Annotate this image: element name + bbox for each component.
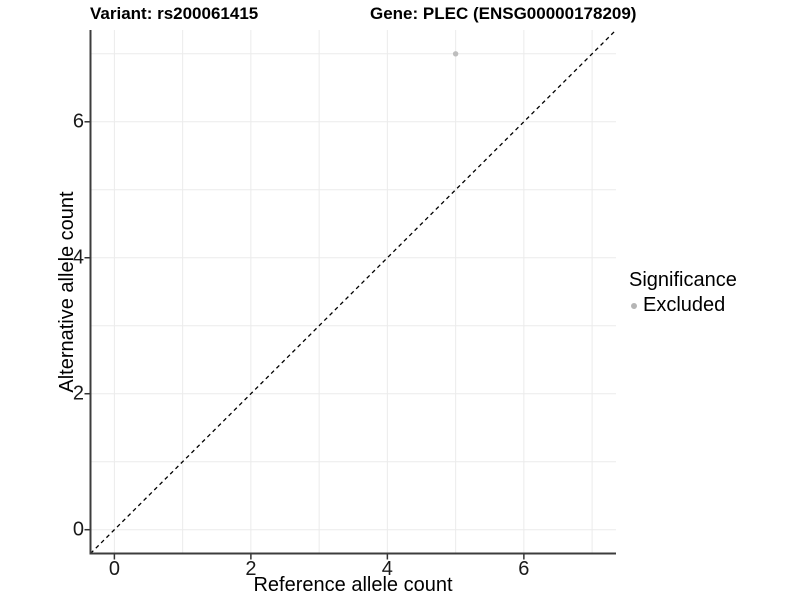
x-axis-title: Reference allele count xyxy=(253,574,453,596)
y-tick-label: 6 xyxy=(72,110,84,133)
y-tick-label: 0 xyxy=(72,518,84,541)
x-tick-label: 4 xyxy=(381,558,393,580)
plot-title-gene: Gene: PLEC (ENSG00000178209) xyxy=(370,4,637,23)
data-point xyxy=(452,51,459,57)
legend-point-icon xyxy=(631,302,637,309)
x-tick-label: 6 xyxy=(518,558,530,580)
plot-title-variant: Variant: rs200061415 xyxy=(90,4,259,23)
y-tick-label: 4 xyxy=(72,246,84,269)
y-axis-title: Alternative allele count xyxy=(56,191,78,393)
legend-item-label: Excluded xyxy=(643,294,726,316)
x-tick-label: 2 xyxy=(245,558,257,580)
x-tick-label: 0 xyxy=(108,558,120,580)
identity-line xyxy=(90,29,617,554)
legend: Significance Excluded xyxy=(629,268,737,317)
legend-item-excluded: Excluded xyxy=(631,294,737,317)
y-tick-label: 2 xyxy=(72,382,84,405)
legend-title: Significance xyxy=(629,269,737,291)
